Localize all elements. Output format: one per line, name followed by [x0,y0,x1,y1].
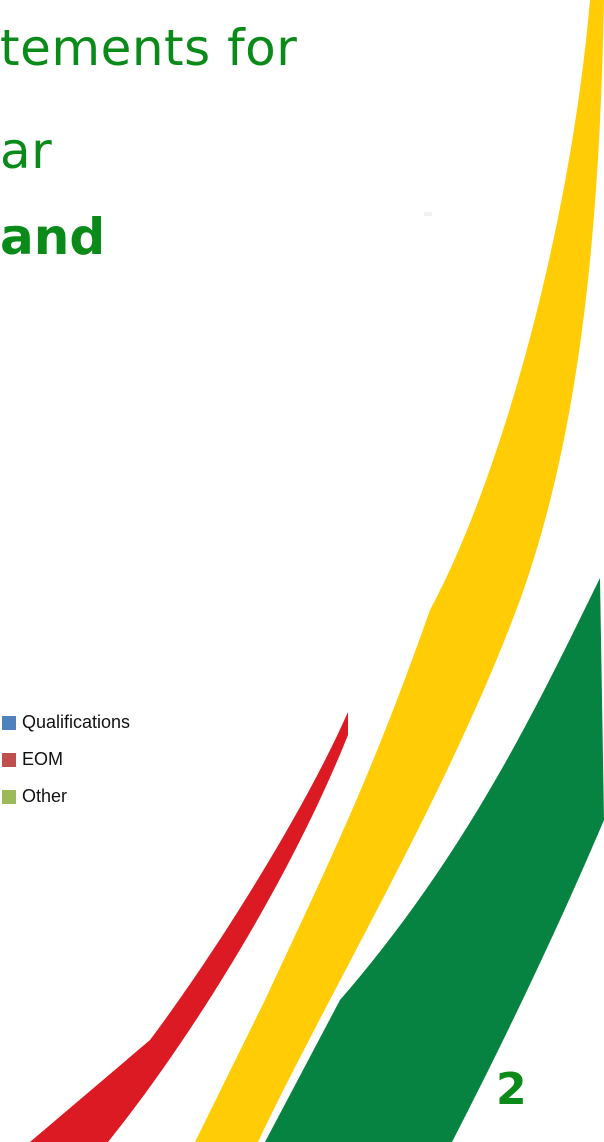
legend-swatch-other [2,789,16,804]
legend-swatch-qualifications [2,715,16,730]
page-number: 2 [496,1064,527,1115]
legend-item-qualifications: Qualifications [0,704,130,741]
decorative-speck [424,212,432,216]
slide-subtitle: and [0,208,106,266]
legend-label: Other [22,786,68,806]
green-swoosh [265,578,604,1142]
legend-item-eom: EOM [0,741,130,778]
slide-title-line-1: tements for [0,19,298,77]
yellow-swoosh [195,0,604,1142]
legend-label: Qualifications [22,712,131,732]
slide-title-line-2: ar [0,122,53,180]
chart-legend: Qualifications EOM Other [0,704,130,815]
legend-label: EOM [22,749,64,769]
legend-item-other: Other [0,778,130,815]
legend-swatch-eom [2,752,16,767]
